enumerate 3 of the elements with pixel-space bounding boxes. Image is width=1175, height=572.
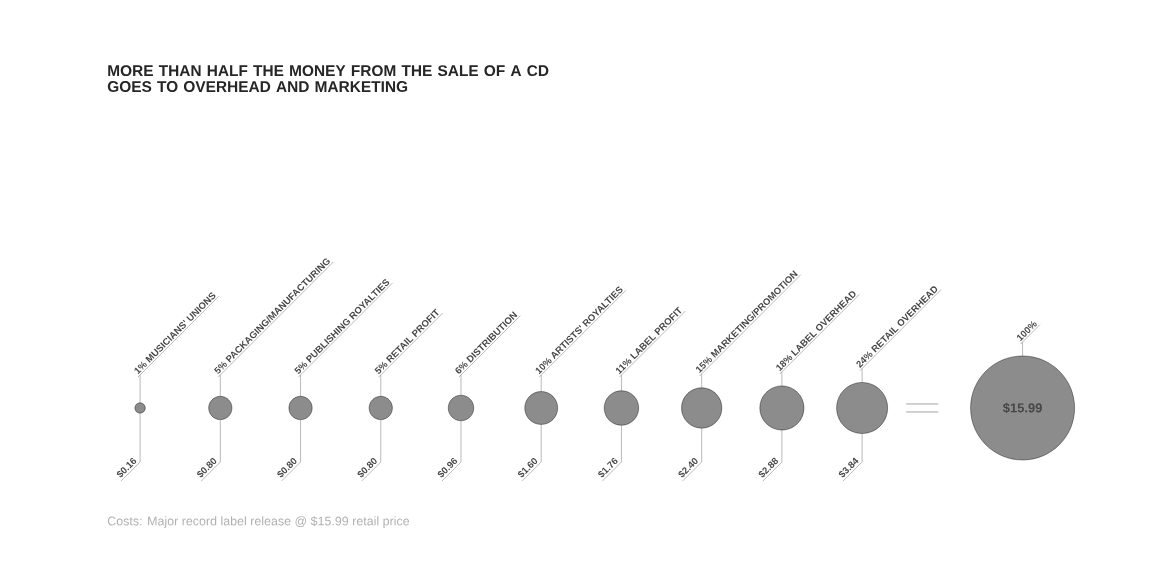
text: Costs: Major record label release @ $15.99 retail price — [107, 516, 410, 528]
data-label: $15.99 — [1002, 402, 1042, 414]
text: MORE THAN HALF THE MONEY FROM THE SALE OF A CD GOES TO OVERHEAD AND MARKETING — [107, 65, 549, 93]
